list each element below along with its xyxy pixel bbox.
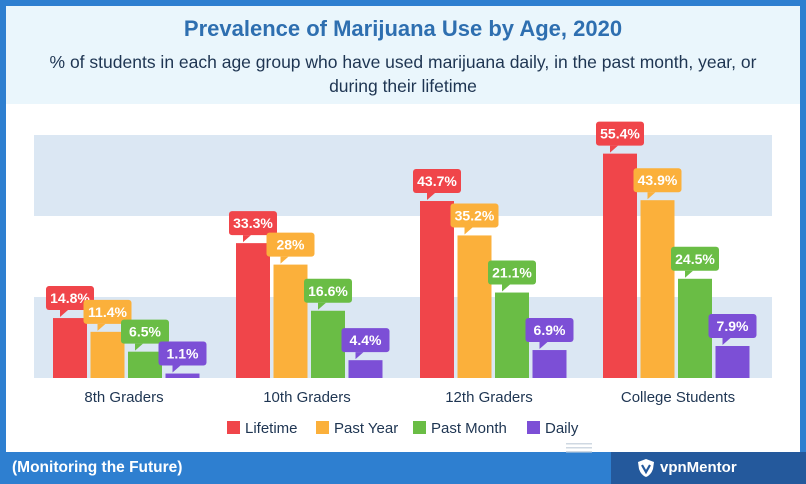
data-label: 43.7%: [417, 173, 457, 189]
bar-lifetime: [236, 243, 270, 378]
category-label: 10th Graders: [263, 389, 351, 406]
category-label: College Students: [621, 389, 735, 406]
legend-label: Past Month: [431, 420, 507, 437]
data-label-box: [633, 168, 682, 193]
source-note: (Monitoring the Future): [12, 459, 183, 476]
data-label-pointer: [610, 145, 618, 153]
bar-past-year: [457, 235, 492, 378]
data-label-box: [304, 278, 352, 303]
data-label-box: [413, 169, 461, 194]
legend-swatch: [316, 421, 329, 434]
data-label-box: [83, 299, 132, 324]
data-label-box: [46, 286, 94, 311]
legend-label: Past Year: [334, 420, 398, 437]
data-label: 35.2%: [455, 207, 495, 223]
legend-label: Lifetime: [245, 420, 298, 437]
data-label-box: [341, 328, 390, 353]
data-label-pointer: [722, 338, 731, 346]
data-label: 11.4%: [88, 304, 127, 320]
bar-lifetime: [603, 153, 637, 378]
data-label: 4.4%: [350, 332, 382, 348]
category-label: 12th Graders: [445, 389, 533, 406]
data-label-pointer: [685, 270, 693, 278]
data-label: 6.5%: [129, 324, 161, 340]
data-label-box: [229, 211, 277, 236]
legend-swatch: [413, 421, 426, 434]
data-label: 1.1%: [167, 346, 199, 362]
data-label-box: [708, 314, 757, 339]
data-label-box: [450, 203, 499, 228]
bar-past-month: [128, 351, 162, 378]
legend-label: Daily: [545, 420, 579, 437]
bar-past-year: [273, 264, 308, 378]
shield-logo-icon: [638, 459, 654, 477]
legend-swatch: [227, 421, 240, 434]
data-label-pointer: [280, 256, 289, 264]
bar-lifetime: [53, 318, 87, 378]
bar-lifetime: [420, 201, 454, 378]
bar-daily: [165, 373, 200, 378]
bar-past-month: [311, 310, 345, 378]
data-label: 24.5%: [675, 251, 715, 267]
data-label-pointer: [502, 284, 510, 292]
data-label-pointer: [60, 310, 68, 318]
data-label-pointer: [355, 352, 364, 360]
data-label: 14.8%: [50, 290, 90, 306]
data-label-pointer: [318, 302, 326, 310]
data-label-box: [671, 246, 719, 271]
data-label-pointer: [135, 343, 143, 351]
data-label: 55.4%: [600, 126, 640, 142]
bar-daily: [715, 346, 750, 378]
data-label: 21.1%: [492, 265, 532, 281]
data-label: 16.6%: [308, 283, 348, 299]
data-label-box: [525, 318, 574, 343]
data-label-pointer: [539, 342, 548, 350]
data-label: 28%: [276, 237, 305, 253]
bar-past-year: [640, 200, 675, 378]
data-label: 43.9%: [638, 172, 678, 188]
data-label-pointer: [243, 235, 251, 243]
data-label-pointer: [647, 192, 656, 200]
drag-handle-icon: [566, 443, 592, 453]
data-label-pointer: [427, 193, 435, 201]
bar-past-month: [678, 278, 712, 378]
data-label: 6.9%: [534, 322, 566, 338]
data-label-pointer: [464, 227, 473, 235]
data-label: 7.9%: [717, 318, 749, 334]
data-label-box: [121, 319, 169, 344]
bar-daily: [532, 350, 567, 378]
chart-title: Prevalence of Marijuana Use by Age, 2020: [183, 16, 623, 41]
data-label-box: [488, 260, 536, 285]
data-label-pointer: [172, 365, 181, 373]
bar-past-year: [90, 331, 125, 378]
chart-subtitle: % of students in each age group who have…: [49, 52, 757, 96]
data-label: 33.3%: [233, 215, 273, 231]
bar-past-month: [495, 292, 529, 378]
data-label-box: [596, 121, 644, 146]
legend-swatch: [527, 421, 540, 434]
data-label-box: [158, 341, 207, 366]
bar-daily: [348, 360, 383, 378]
data-label-pointer: [97, 323, 106, 331]
brand-name: vpnMentor: [660, 459, 737, 476]
category-label: 8th Graders: [84, 389, 163, 406]
header-panel: Prevalence of Marijuana Use by Age, 2020…: [6, 6, 800, 104]
data-label-box: [266, 232, 315, 257]
